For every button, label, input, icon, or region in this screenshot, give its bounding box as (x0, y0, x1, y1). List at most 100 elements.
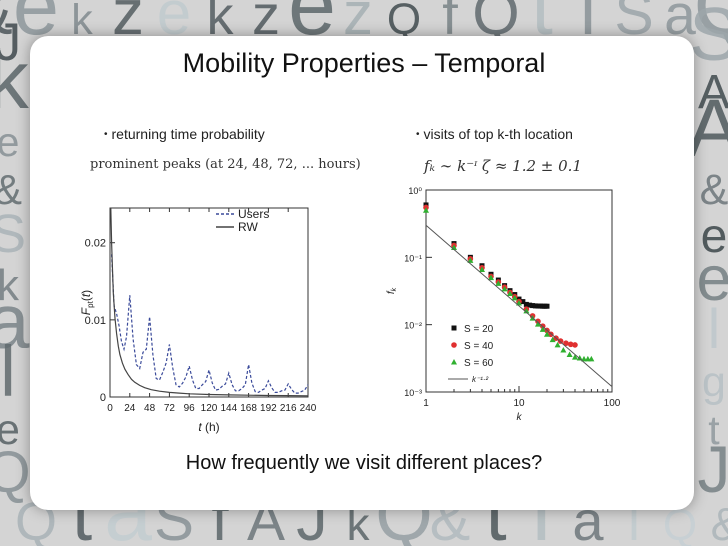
background-glyph: J (698, 432, 728, 506)
slide-title: Mobility Properties – Temporal (182, 48, 546, 78)
x-tick-label: 96 (184, 403, 196, 414)
data-point-s60 (566, 351, 573, 358)
background-glyph: e (701, 210, 728, 263)
slide-panel (30, 36, 694, 510)
y-tick-label: 0.01 (85, 315, 106, 327)
background-glyph: A (698, 66, 728, 119)
data-point-s60 (539, 326, 546, 332)
x-tick-label: 10 (513, 398, 525, 409)
background-glyph: Q (694, 0, 728, 52)
data-point-s40 (567, 341, 574, 348)
left-chart-caption: prominent peaks (at 24, 48, 72, ... hour… (90, 157, 361, 172)
bullet-returning-time: • returning time probability (104, 126, 265, 142)
legend-label: RW (238, 220, 258, 234)
slide-question: How frequently we visit different places… (185, 452, 543, 474)
background-glyph: g (702, 358, 726, 406)
data-point-s60 (576, 354, 583, 361)
x-tick-label: 240 (300, 403, 317, 414)
data-point-s20 (530, 303, 536, 309)
legend-swatch (451, 342, 457, 348)
data-point-s60 (501, 285, 508, 292)
y-axis-label: Fpt(t) (79, 290, 95, 315)
legend-label: k⁻¹·² (472, 375, 489, 384)
data-point-s40 (572, 342, 578, 348)
x-tick-label: 1 (423, 398, 429, 409)
data-point-s60 (495, 280, 502, 286)
data-point-s60 (571, 354, 578, 360)
bullet-dot-icon: • (416, 129, 420, 140)
x-tick-label: 144 (220, 403, 237, 414)
x-tick-label: 168 (240, 403, 257, 414)
background-glyph: e (0, 406, 20, 454)
returning-time-chart: 0 24 48 72 96 120 144 168 192 216 240 0 0.01 0.02 t (h… (79, 207, 317, 434)
x-tick-label: 216 (280, 403, 297, 414)
data-point-s20 (527, 302, 533, 308)
data-point-s60 (523, 307, 530, 314)
x-tick-label: 72 (164, 403, 176, 414)
top-k-visits-chart: 1 10 100 10⁰ 10⁻¹ 10⁻² 10⁻³ k fk S = 20 S = 40 S = … (386, 186, 621, 423)
x-axis-label: k (517, 412, 523, 423)
legend-label: S = 60 (464, 358, 494, 369)
bullet-visits-top-k: • visits of top k-th location (416, 126, 573, 142)
data-point-s60 (511, 294, 518, 301)
background-glyph: S (689, 0, 728, 76)
data-point-s20 (523, 301, 529, 307)
bullet-text-right: visits of top k-th location (423, 126, 573, 142)
background-glyph: & (700, 166, 728, 214)
data-point-s60 (478, 266, 485, 272)
y-tick-label: 10⁻³ (404, 388, 422, 398)
legend-swatch (451, 359, 457, 365)
background-glyph: l (0, 333, 16, 412)
power-law-fit-line (425, 224, 613, 388)
x-tick-label: 120 (201, 403, 218, 414)
y-tick-label: 10⁰ (408, 186, 422, 196)
right-chart-formula: fₖ ∼ k⁻ᶦ ζ ≈ 1.2 ± 0.1 (424, 157, 582, 175)
data-point-s40 (557, 338, 564, 344)
background-glyph: & (711, 498, 728, 546)
background-glyph: & (0, 0, 13, 49)
background-glyph: a (0, 279, 30, 365)
data-point-s60 (581, 355, 588, 362)
data-point-s60 (423, 207, 429, 213)
legend-label: S = 20 (464, 324, 494, 335)
y-tick-label: 10⁻² (404, 321, 422, 331)
background-glyph: Q (0, 440, 31, 505)
x-axis-label: t (h) (198, 420, 219, 434)
background-glyph: f (442, 0, 458, 46)
background-glyph: J (0, 13, 21, 72)
x-tick-label: 100 (604, 398, 621, 409)
data-point-s60 (534, 321, 541, 327)
legend-label: S = 40 (464, 341, 494, 352)
y-axis-label: fk (386, 287, 398, 294)
background-glyph: k (71, 0, 93, 44)
data-point-s20 (520, 299, 526, 305)
data-point-s60 (560, 347, 567, 353)
series-line-rw (110, 207, 309, 397)
bullet-dot-icon: • (104, 129, 108, 140)
background-glyph: e (0, 119, 19, 165)
data-point-s40 (563, 340, 569, 347)
bullet-text-left: returning time probability (111, 126, 265, 142)
y-tick-label: 0 (100, 392, 106, 404)
data-point-s60 (506, 290, 513, 297)
data-point-s60 (488, 274, 495, 281)
x-tick-label: 24 (124, 403, 136, 414)
background-glyph: t (708, 407, 720, 453)
background-glyph: k (0, 261, 20, 310)
data-point-s20 (544, 303, 550, 309)
data-point-s20 (532, 303, 538, 309)
x-tick-label: 48 (144, 403, 156, 414)
background-glyph: l (708, 297, 720, 360)
background-glyph: e (696, 244, 728, 314)
data-point-s60 (467, 257, 474, 263)
data-point-s60 (588, 355, 595, 362)
background-glyph: l (628, 493, 640, 546)
y-tick-label: 10⁻¹ (404, 253, 422, 263)
data-point-s60 (554, 341, 561, 348)
background-glyph: S (0, 204, 26, 264)
y-tick-label: 0.02 (85, 238, 106, 250)
data-point-s60 (543, 331, 550, 337)
x-tick-label: 0 (107, 403, 113, 414)
x-tick-label: 192 (260, 403, 277, 414)
data-point-s60 (549, 336, 556, 343)
